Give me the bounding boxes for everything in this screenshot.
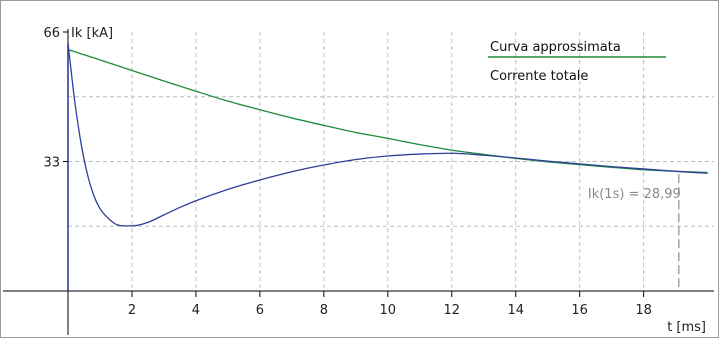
legend-label-curva-approssimata: Curva approssimata bbox=[490, 40, 621, 55]
grid-lines bbox=[68, 32, 714, 291]
x-tick-label-14: 14 bbox=[507, 303, 524, 318]
x-tick-label-6: 6 bbox=[256, 303, 264, 318]
x-tick-label-8: 8 bbox=[320, 303, 328, 318]
y-axis-label: Ik [kA] bbox=[71, 26, 113, 41]
annotation-label: Ik(1s) = 28,99 bbox=[588, 187, 681, 202]
x-ticks: 2 4 6 8 10 12 14 16 18 bbox=[128, 291, 652, 318]
legend: Curva approssimata Corrente totale bbox=[488, 40, 666, 84]
x-tick-label-4: 4 bbox=[192, 303, 200, 318]
y-ticks: 33 66 bbox=[43, 26, 68, 171]
series-lines bbox=[67, 43, 708, 291]
x-axis-label: t [ms] bbox=[667, 320, 706, 335]
annotation: Ik(1s) = 28,99 bbox=[588, 174, 681, 291]
y-tick-label-66: 66 bbox=[43, 26, 60, 41]
axes bbox=[3, 29, 714, 335]
series-line-1 bbox=[67, 43, 708, 227]
x-tick-label-2: 2 bbox=[128, 303, 136, 318]
x-tick-label-16: 16 bbox=[571, 303, 588, 318]
legend-label-corrente-totale: Corrente totale bbox=[490, 69, 588, 84]
x-tick-label-10: 10 bbox=[380, 303, 397, 318]
x-tick-label-18: 18 bbox=[635, 303, 652, 318]
x-tick-label-12: 12 bbox=[443, 303, 460, 318]
y-tick-label-33: 33 bbox=[43, 156, 60, 171]
series-line-0 bbox=[67, 49, 708, 174]
